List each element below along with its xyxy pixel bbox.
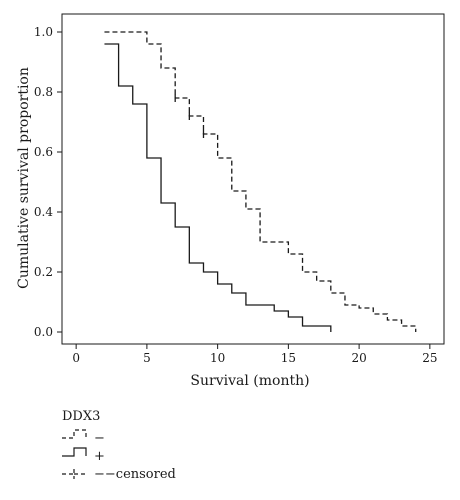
x-tick-label: 15 [281,351,296,365]
legend-swatch-solid [62,447,87,457]
y-tick-label: 0.6 [34,145,53,159]
y-axis-label: Cumulative survival proportion [16,67,32,289]
x-tick-label: 0 [72,351,80,365]
legend-label: −−censored [94,467,176,482]
series-ddx3-positive-line [104,43,332,332]
y-tick-label: 0.8 [34,85,53,99]
y-tick-label: 1.0 [34,25,53,39]
y-tick-label: 0.2 [34,265,53,279]
x-tick-label: 25 [422,351,437,365]
legend: DDX3 − + −−censored [62,409,176,482]
y-tick-label: 0.0 [34,325,53,339]
series-ddx3-negative-line [104,31,417,332]
legend-swatch-dashed [62,429,87,439]
plot-layer: 0 5 10 15 20 25 0.0 0.2 0.4 0.6 0.8 1.0 [34,13,445,365]
legend-title: DDX3 [62,409,100,424]
x-tick-label: 5 [143,351,151,365]
x-tick-label: 20 [351,351,366,365]
x-tick-label: 10 [210,351,225,365]
plot-frame [61,13,445,345]
legend-label: − [94,431,105,446]
legend-items: − + −−censored [62,429,176,482]
y-tick-label: 0.4 [34,205,53,219]
legend-label: + [94,449,105,464]
x-axis-label: Survival (month) [190,373,309,389]
legend-swatch-censor [62,469,86,479]
